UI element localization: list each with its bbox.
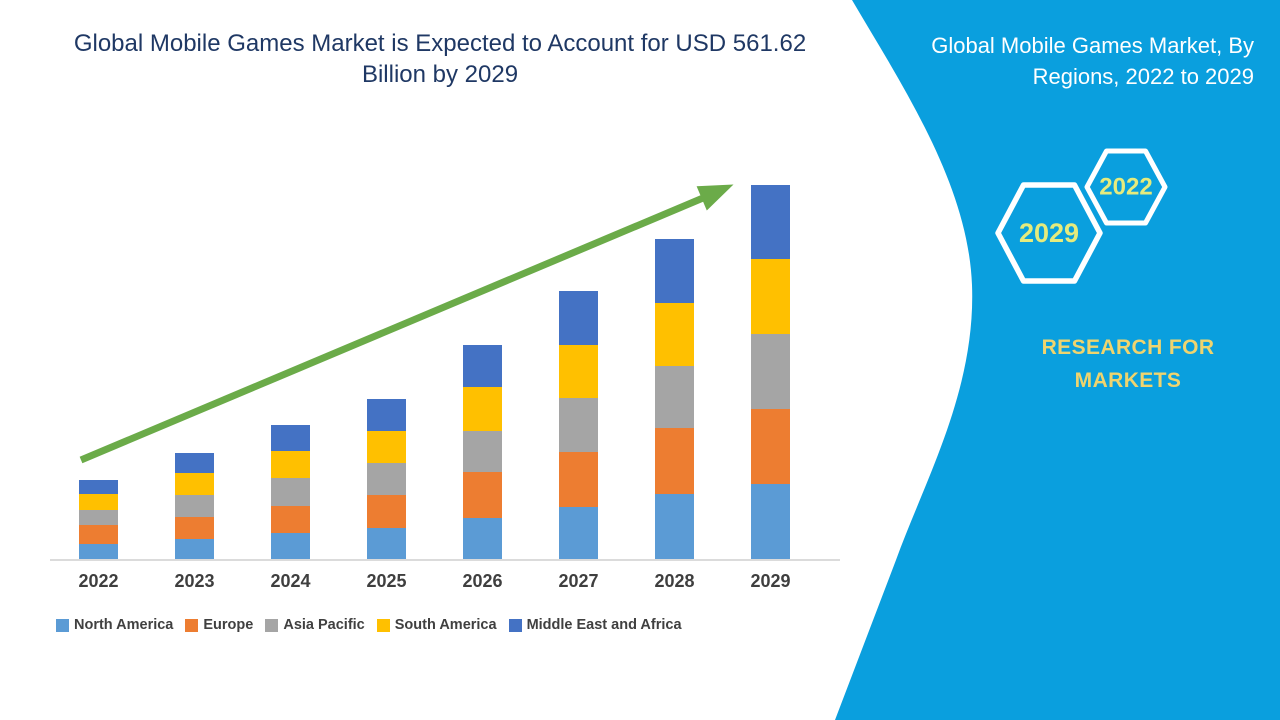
legend-label-middle-east-and-africa: Middle East and Africa bbox=[526, 617, 682, 633]
bar-2029-segment-south-america bbox=[751, 258, 790, 334]
legend-label-europe: Europe bbox=[203, 617, 254, 633]
bar-2025-segment-north-america bbox=[367, 528, 406, 560]
bar-2029-segment-north-america bbox=[751, 484, 790, 560]
x-axis-label-2025: 2025 bbox=[366, 571, 407, 591]
legend-swatch-middle-east-and-africa bbox=[508, 618, 522, 632]
bar-2025-segment-asia-pacific bbox=[367, 463, 406, 496]
bar-2027-segment-north-america bbox=[559, 506, 598, 560]
bar-2023-segment-south-america bbox=[175, 473, 214, 495]
bar-2027-segment-south-america bbox=[559, 345, 598, 398]
bar-2029 bbox=[751, 185, 790, 560]
bar-2028-segment-north-america bbox=[655, 494, 694, 560]
legend-swatch-south-america bbox=[376, 618, 390, 632]
bar-2029-segment-asia-pacific bbox=[751, 333, 790, 409]
bar-2022-segment-south-america bbox=[79, 494, 118, 510]
x-axis-line bbox=[50, 559, 840, 561]
bar-2024-segment-europe bbox=[271, 505, 310, 534]
x-axis-label-2026: 2026 bbox=[462, 571, 503, 591]
bar-2022 bbox=[79, 480, 118, 560]
bar-2027-segment-middle-east-and-africa bbox=[559, 290, 598, 346]
bar-2026-segment-middle-east-and-africa bbox=[463, 344, 502, 388]
bar-2028-segment-middle-east-and-africa bbox=[655, 239, 694, 303]
bar-2028-segment-asia-pacific bbox=[655, 365, 694, 429]
hexagon-2029-label: 2029 bbox=[1019, 218, 1079, 248]
bar-2027-segment-asia-pacific bbox=[559, 397, 598, 453]
x-axis-label-2022: 2022 bbox=[78, 571, 119, 591]
hexagon-2022-label: 2022 bbox=[1099, 174, 1152, 201]
bar-2026 bbox=[463, 344, 502, 560]
legend-label-north-america: North America bbox=[74, 617, 174, 633]
legend-swatch-europe bbox=[185, 618, 199, 632]
panel-title: Global Mobile Games Market, By Regions, … bbox=[931, 33, 1254, 89]
legend-label-asia-pacific: Asia Pacific bbox=[283, 617, 365, 633]
brand-text: RESEARCH FOR MARKETS bbox=[1041, 336, 1215, 392]
legend-label-south-america: South America bbox=[394, 617, 497, 633]
bar-2023 bbox=[175, 453, 214, 560]
bar-2024-segment-middle-east-and-africa bbox=[271, 424, 310, 452]
bar-2024 bbox=[271, 424, 310, 560]
bar-2026-segment-asia-pacific bbox=[463, 430, 502, 472]
bar-2028-segment-south-america bbox=[655, 302, 694, 366]
chart-title: Global Mobile Games Market is Expected t… bbox=[73, 30, 807, 88]
panel-curve bbox=[835, 0, 1280, 720]
hexagon-2022: 2022 bbox=[1084, 148, 1168, 226]
bar-2025-segment-middle-east-and-africa bbox=[367, 398, 406, 432]
bar-2025 bbox=[367, 398, 406, 560]
legend-swatch-asia-pacific bbox=[265, 618, 279, 632]
hexagon-2029: 2029 bbox=[995, 182, 1103, 284]
trend-arrow-shaft bbox=[79, 194, 705, 464]
x-axis-label-2024: 2024 bbox=[270, 571, 311, 591]
bar-2023-segment-middle-east-and-africa bbox=[175, 453, 214, 474]
x-axis-label-2029: 2029 bbox=[750, 571, 791, 591]
bar-2029-segment-middle-east-and-africa bbox=[751, 185, 790, 259]
legend-item-north-america: North America bbox=[56, 617, 173, 633]
bar-2023-segment-asia-pacific bbox=[175, 494, 214, 517]
bar-2024-segment-north-america bbox=[271, 533, 310, 560]
bar-2029-segment-europe bbox=[751, 408, 790, 485]
bar-2022-segment-north-america bbox=[79, 544, 118, 560]
bar-2027 bbox=[559, 290, 598, 560]
bar-2022-segment-middle-east-and-africa bbox=[79, 480, 118, 495]
bar-2022-segment-europe bbox=[79, 525, 118, 544]
x-axis-label-2027: 2027 bbox=[558, 571, 599, 591]
bar-2026-segment-south-america bbox=[463, 387, 502, 431]
bar-2025-segment-europe bbox=[367, 495, 406, 529]
bar-2028-segment-europe bbox=[655, 428, 694, 494]
chart-legend: North America Europe Asia Pacific South Ame… bbox=[56, 617, 682, 633]
bar-2023-segment-north-america bbox=[175, 539, 214, 560]
legend-item-south-america: South America bbox=[376, 617, 497, 633]
legend-item-middle-east-and-africa: Middle East and Africa bbox=[508, 617, 682, 633]
legend-item-asia-pacific: Asia Pacific bbox=[265, 617, 365, 633]
bar-2026-segment-europe bbox=[463, 471, 502, 518]
bar-2025-segment-south-america bbox=[367, 431, 406, 464]
bar-2028 bbox=[655, 239, 694, 560]
legend-swatch-north-america bbox=[56, 618, 69, 632]
x-axis-label-2028: 2028 bbox=[654, 571, 695, 591]
legend-item-europe: Europe bbox=[185, 617, 253, 633]
x-axis-label-2023: 2023 bbox=[174, 571, 215, 591]
bar-2022-segment-asia-pacific bbox=[79, 509, 118, 525]
bar-2026-segment-north-america bbox=[463, 518, 502, 560]
bar-2027-segment-europe bbox=[559, 452, 598, 507]
bar-2024-segment-asia-pacific bbox=[271, 477, 310, 506]
bar-2023-segment-europe bbox=[175, 516, 214, 539]
trend-arrow-head bbox=[696, 184, 734, 211]
bar-2024-segment-south-america bbox=[271, 451, 310, 478]
